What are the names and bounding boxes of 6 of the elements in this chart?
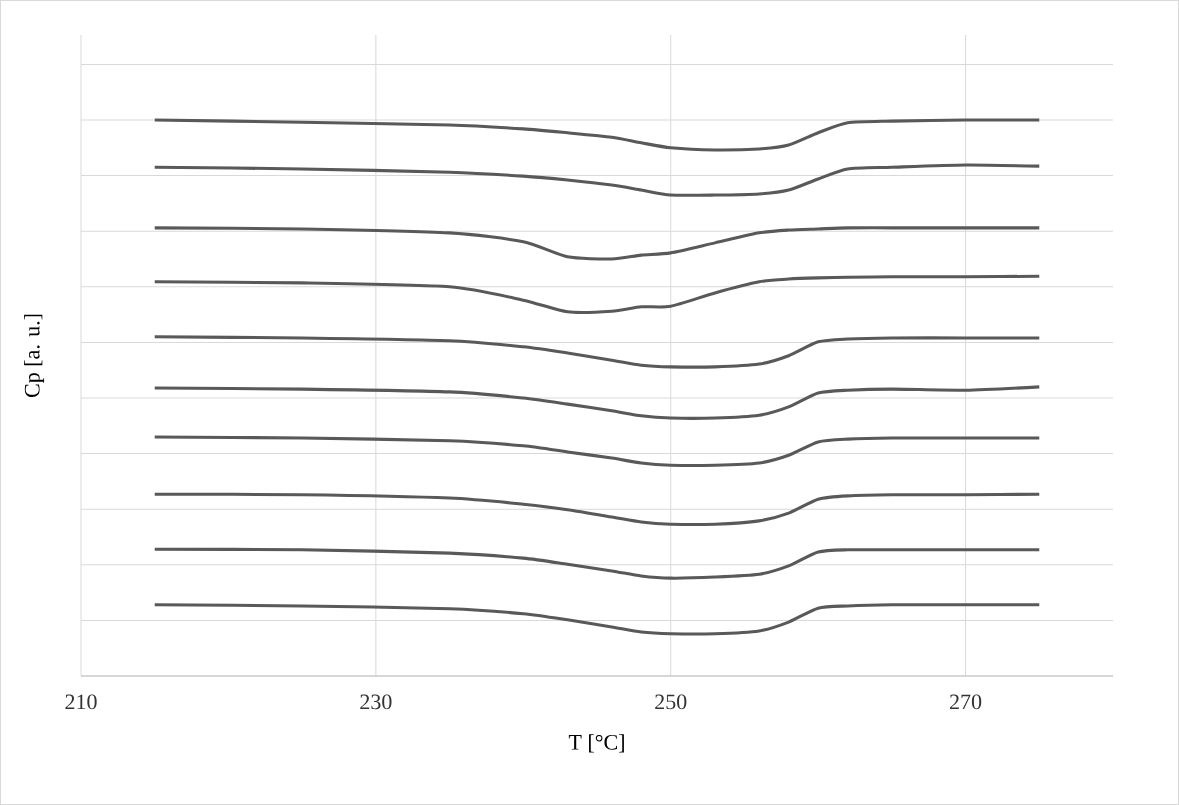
x-tick-label: 230 (360, 694, 392, 710)
y-axis-title: Cp [a. u.] (24, 314, 45, 398)
x-axis-title: T [°C] (568, 734, 624, 753)
x-tick-label: 210 (65, 694, 97, 710)
x-tick-label: 270 (950, 694, 982, 710)
x-tick-label: 250 (655, 694, 687, 710)
